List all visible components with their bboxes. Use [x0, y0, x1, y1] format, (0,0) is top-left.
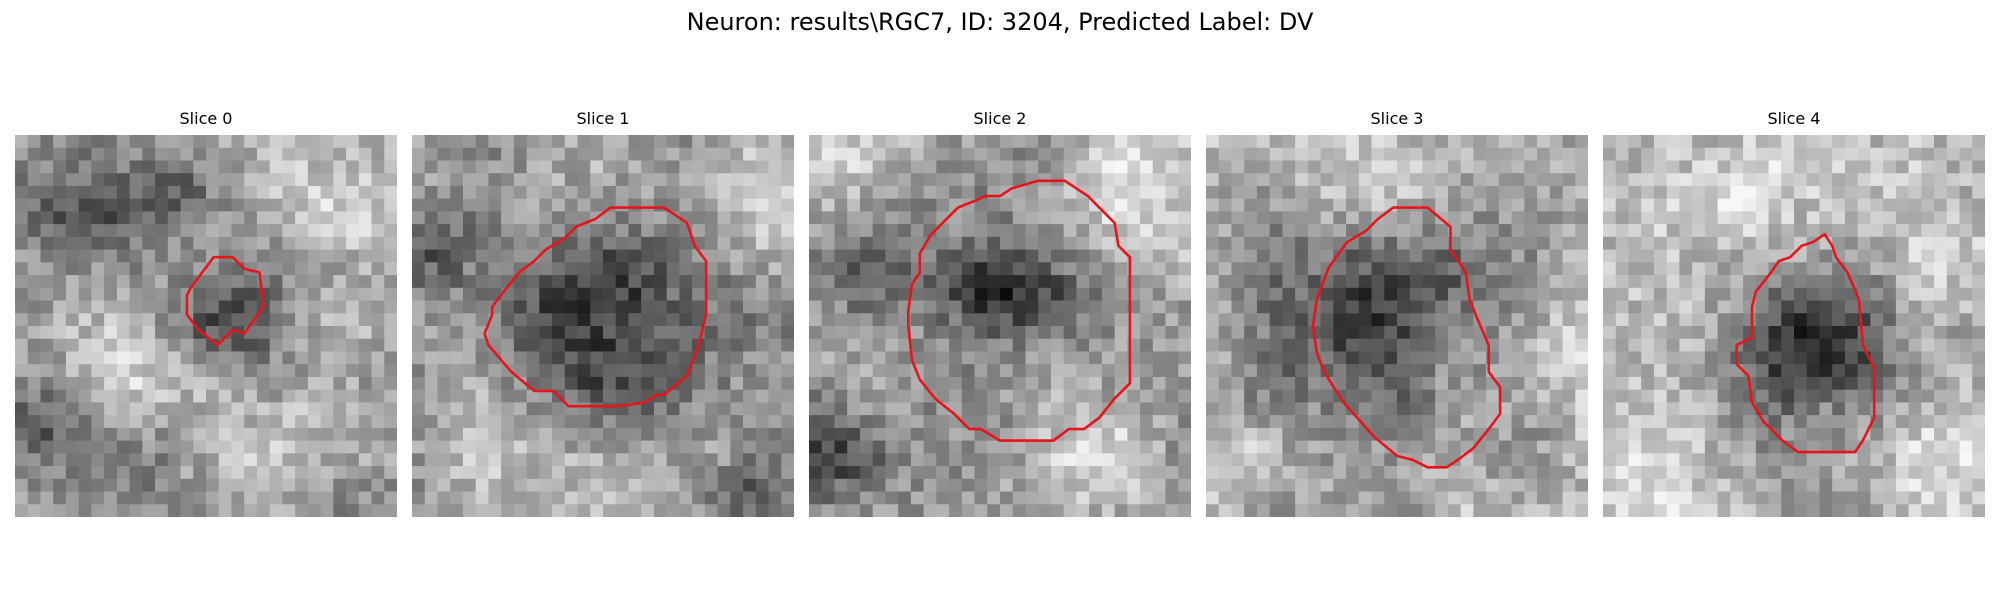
figure-title: Neuron: results\RGC7, ID: 3204, Predicte… — [686, 8, 1314, 36]
pixel-grid — [1603, 135, 1985, 517]
slice-panel-2: Slice 2 — [809, 108, 1191, 517]
slice-image — [412, 135, 794, 517]
cell-contour — [1735, 233, 1876, 454]
pixel-grid — [412, 135, 794, 517]
slice-panel-4: Slice 4 — [1603, 108, 1985, 517]
slice-panel-1: Slice 1 — [412, 108, 794, 517]
slice-title: Slice 1 — [576, 109, 630, 128]
slice-title: Slice 0 — [179, 109, 233, 128]
cell-contour — [907, 179, 1132, 442]
slice-image — [1603, 135, 1985, 517]
cell-contour — [185, 255, 265, 347]
pixel-grid — [1206, 135, 1588, 517]
slice-image — [809, 135, 1191, 517]
slice-title: Slice 3 — [1370, 109, 1424, 128]
pixel-grid — [15, 135, 397, 517]
slice-title: Slice 4 — [1767, 109, 1821, 128]
pixel-grid — [809, 135, 1191, 517]
slice-image — [1206, 135, 1588, 517]
slice-title: Slice 2 — [973, 109, 1027, 128]
cell-contour — [483, 206, 708, 408]
slice-panel-3: Slice 3 — [1206, 108, 1588, 517]
slice-panel-0: Slice 0 — [15, 108, 397, 517]
cell-contour — [1311, 206, 1502, 469]
slice-image — [15, 135, 397, 517]
